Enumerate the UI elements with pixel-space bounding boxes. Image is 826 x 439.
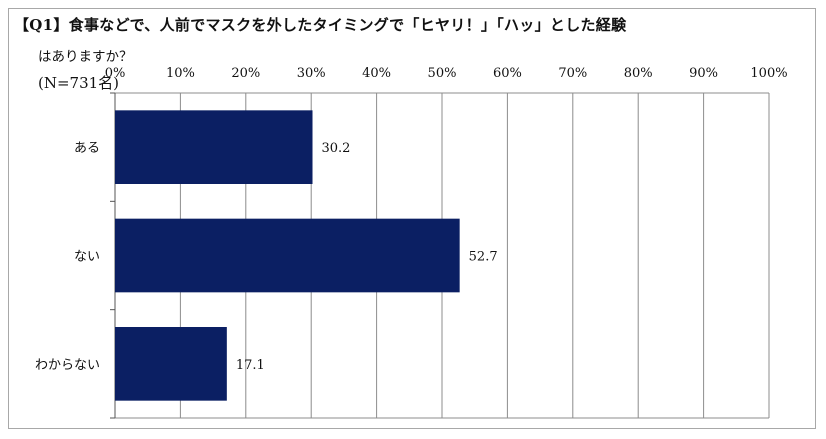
x-tick-label: 60% xyxy=(493,66,522,81)
x-tick-label: 90% xyxy=(689,66,718,81)
category-label: ある xyxy=(74,141,100,156)
bar xyxy=(115,327,227,401)
gridlines xyxy=(110,92,770,419)
x-tick-label: 100% xyxy=(750,66,787,81)
chart-subtitle: はありますか？ xyxy=(38,49,133,65)
x-tick-label: 50% xyxy=(428,66,457,81)
x-tick-label: 40% xyxy=(362,66,391,81)
data-label: 17.1 xyxy=(236,358,265,373)
bars xyxy=(115,110,460,401)
x-tick-label: 20% xyxy=(231,66,260,81)
category-label: わからない xyxy=(35,358,100,373)
chart-title: 【Q1】食事などで、人前でマスクを外したタイミングで「ヒヤリ！」「ハッ」とした経… xyxy=(14,16,627,34)
x-tick-label: 0% xyxy=(105,66,126,81)
chart-frame xyxy=(8,8,816,429)
x-tick-label: 30% xyxy=(297,66,326,81)
data-label: 30.2 xyxy=(322,141,351,156)
bar xyxy=(115,110,313,184)
x-tick-label: 80% xyxy=(624,66,653,81)
category-label: ない xyxy=(74,250,100,265)
data-label: 52.7 xyxy=(469,250,498,265)
sample-size-label: (N=731名) xyxy=(38,74,120,92)
x-tick-label: 70% xyxy=(558,66,587,81)
bar xyxy=(115,218,460,293)
x-axis-ticks: 0% 10% 20% 30% 40% 50% 60% 70% 80% 90% 100% xyxy=(105,66,788,81)
x-tick-label: 10% xyxy=(166,66,195,81)
data-labels: 30.2 52.7 17.1 xyxy=(236,141,498,373)
